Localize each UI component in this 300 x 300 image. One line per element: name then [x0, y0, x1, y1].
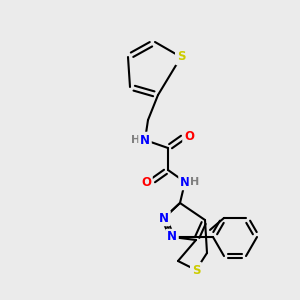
Text: H: H	[131, 135, 141, 145]
Text: N: N	[167, 230, 177, 244]
Text: N: N	[180, 176, 190, 188]
Text: N: N	[159, 212, 169, 224]
Text: N: N	[140, 134, 150, 146]
Text: H: H	[190, 177, 200, 187]
Text: O: O	[184, 130, 194, 142]
Text: S: S	[192, 263, 200, 277]
Text: S: S	[177, 50, 185, 64]
Text: O: O	[141, 176, 151, 188]
